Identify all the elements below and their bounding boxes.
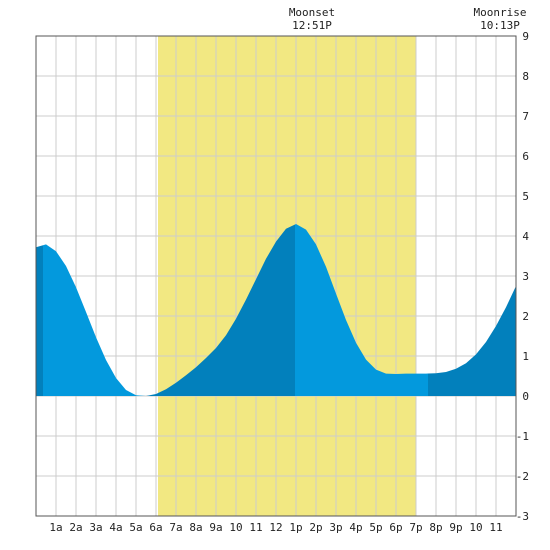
tide-area-segment [43,244,146,396]
x-tick-label: 5p [369,521,382,534]
y-tick-label: -1 [516,430,529,443]
plot-frame [35,35,517,517]
x-tick-label: 12 [269,521,282,534]
x-tick-label: 4a [109,521,122,534]
x-tick-label: 5a [129,521,142,534]
y-tick-label: 0 [522,390,529,403]
x-tick-label: 6a [149,521,162,534]
y-tick-label: 2 [522,310,529,323]
x-tick-label: 4p [349,521,362,534]
x-tick-label: 3a [89,521,102,534]
x-tick-label: 7p [409,521,422,534]
moonrise-label: Moonrise [474,6,527,19]
y-tick-label: 8 [522,70,529,83]
x-tick-label: 8a [189,521,202,534]
tide-area-segment [36,245,43,396]
y-tick-label: -3 [516,510,529,523]
x-tick-label: 11 [489,521,502,534]
x-tick-label: 2p [309,521,322,534]
x-tick-label: 9a [209,521,222,534]
y-tick-label: 5 [522,190,529,203]
y-tick-label: 6 [522,150,529,163]
y-tick-label: 9 [522,30,529,43]
x-tick-label: 1a [49,521,62,534]
tide-area-segment [428,286,516,396]
moonset-label: Moonset [289,6,335,19]
x-tick-label: 2a [69,521,82,534]
tide-area-segment [146,224,295,396]
x-tick-label: 3p [329,521,342,534]
y-tick-label: 4 [522,230,529,243]
y-tick-label: 7 [522,110,529,123]
y-tick-label: 1 [522,350,529,363]
moonset-time: 12:51P [292,19,332,32]
y-tick-label: 3 [522,270,529,283]
x-tick-label: 1p [289,521,302,534]
x-tick-label: 11 [249,521,262,534]
x-tick-label: 6p [389,521,402,534]
x-tick-label: 10 [469,521,482,534]
x-tick-label: 9p [449,521,462,534]
x-tick-label: 8p [429,521,442,534]
y-tick-label: -2 [516,470,529,483]
tide-area-segment [295,224,428,396]
x-tick-label: 10 [229,521,242,534]
x-tick-label: 7a [169,521,182,534]
moonrise-time: 10:13P [480,19,520,32]
